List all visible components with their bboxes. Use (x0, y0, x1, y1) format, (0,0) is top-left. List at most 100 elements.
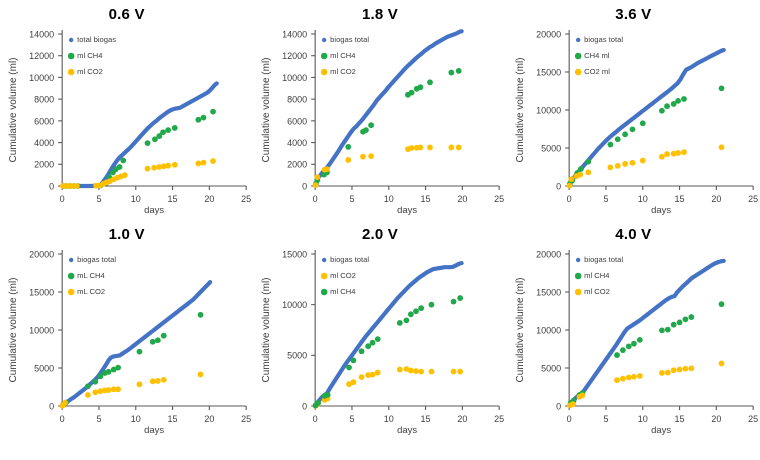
chart-plot: 0 5000 10000 15000 0 5 10 15 20 25 days Cumulative … (261, 249, 504, 436)
data-point (403, 317, 410, 324)
legend-label: ml CO2 (330, 67, 356, 76)
series-ml-co2 (312, 144, 462, 189)
y-tick-label: 14000 (29, 29, 54, 39)
data-point (370, 339, 376, 346)
data-point (154, 378, 161, 384)
x-axis-title: days (651, 425, 671, 436)
data-point (448, 69, 455, 76)
legend-marker (322, 257, 327, 263)
data-point (636, 373, 643, 379)
data-point (613, 352, 620, 358)
data-point (663, 103, 670, 110)
data-point (670, 321, 677, 328)
y-tick-label: 0 (49, 401, 54, 411)
y-tick-label: 10000 (282, 73, 307, 83)
data-point (457, 295, 464, 301)
data-point (619, 375, 626, 382)
data-point (345, 157, 352, 163)
x-tick-label: 20 (204, 194, 214, 204)
y-tick-label: 5000 (287, 351, 307, 361)
data-point (403, 366, 410, 372)
y-axis-title: Cumulative volume (ml) (515, 57, 526, 162)
data-point (674, 97, 681, 104)
legend-label: ml CO2 (330, 271, 356, 280)
x-tick-label: 15 (674, 414, 684, 424)
data-point (116, 164, 123, 170)
data-point (92, 378, 99, 385)
chart-plot: 0 5000 10000 15000 20000 0 5 10 15 20 25 days Cumula… (515, 249, 758, 436)
data-point (165, 162, 172, 169)
x-axis-title: days (397, 425, 417, 436)
y-tick-label: 4000 (34, 138, 54, 148)
x-tick-label: 0 (313, 194, 318, 204)
data-point (566, 182, 573, 189)
data-point (370, 371, 376, 378)
data-point (607, 164, 613, 171)
y-tick-label: 0 (302, 181, 307, 191)
data-point (457, 368, 464, 375)
data-point (614, 136, 621, 143)
data-point (448, 144, 455, 151)
y-tick-label: 8000 (34, 95, 54, 105)
data-point (718, 360, 725, 367)
x-tick-label: 15 (168, 414, 178, 424)
chart-panel-4: 1.0 V 0 5000 10000 15000 20000 0 5 10 15 20 25 days C… (0, 220, 253, 440)
chart-title: 0.6 V (108, 6, 145, 23)
x-axis-title: days (651, 205, 671, 216)
data-point (636, 336, 643, 343)
chart-panel-3: 3.6 V 0 5000 10000 15000 20000 0 5 10 15 20 25 days C… (507, 0, 760, 220)
data-point (136, 348, 143, 355)
data-point (676, 366, 683, 373)
legend-marker (68, 257, 74, 263)
data-point (680, 96, 687, 102)
series-ml-co2 (566, 360, 725, 409)
data-point (718, 144, 725, 151)
legend-marker (574, 52, 582, 60)
data-point (428, 301, 435, 308)
x-axis-title: days (144, 205, 164, 216)
legend-label: CH4 ml (584, 51, 610, 60)
y-tick-label: 10000 (536, 105, 561, 115)
legend-label: biogas total (584, 35, 623, 44)
data-point (195, 160, 202, 167)
series-ml-co2 (59, 371, 204, 409)
data-point (149, 338, 156, 345)
x-tick-label: 0 (313, 414, 318, 424)
legend-label: total biogas (77, 35, 116, 44)
data-point (152, 136, 158, 143)
series-biogas-total (60, 280, 213, 408)
data-point (200, 114, 207, 121)
data-point (427, 144, 434, 151)
chart-legend: biogas total CH4 ml CO2 ml (574, 35, 623, 76)
legend-label: mL CH4 (77, 271, 105, 280)
data-point (115, 364, 122, 371)
x-tick-label: 10 (637, 414, 647, 424)
legend-marker (574, 68, 582, 76)
x-tick-label: 25 (748, 194, 758, 204)
data-point (658, 327, 665, 334)
legend-label: biogas total (330, 255, 369, 264)
data-point (568, 176, 574, 183)
y-axis-title: Cumulative volume (ml) (261, 57, 272, 162)
y-tick-label: 14000 (282, 29, 307, 39)
legend-marker (67, 288, 75, 296)
legend-label: biogas total (584, 255, 623, 264)
series-ml-ch4 (312, 295, 464, 409)
data-point (629, 159, 636, 166)
data-point (105, 387, 112, 393)
data-point (625, 374, 632, 381)
data-point (315, 400, 322, 406)
legend-marker (67, 52, 75, 60)
data-point (350, 379, 357, 386)
x-tick-label: 0 (60, 414, 65, 424)
data-point (670, 367, 677, 374)
data-point (350, 357, 357, 364)
y-tick-label: 2000 (34, 160, 54, 170)
data-point (670, 150, 677, 157)
data-point (115, 386, 122, 393)
data-point (156, 133, 163, 139)
data-point (210, 158, 216, 164)
data-point (579, 392, 585, 399)
data-point (718, 85, 725, 92)
data-point (569, 401, 576, 407)
